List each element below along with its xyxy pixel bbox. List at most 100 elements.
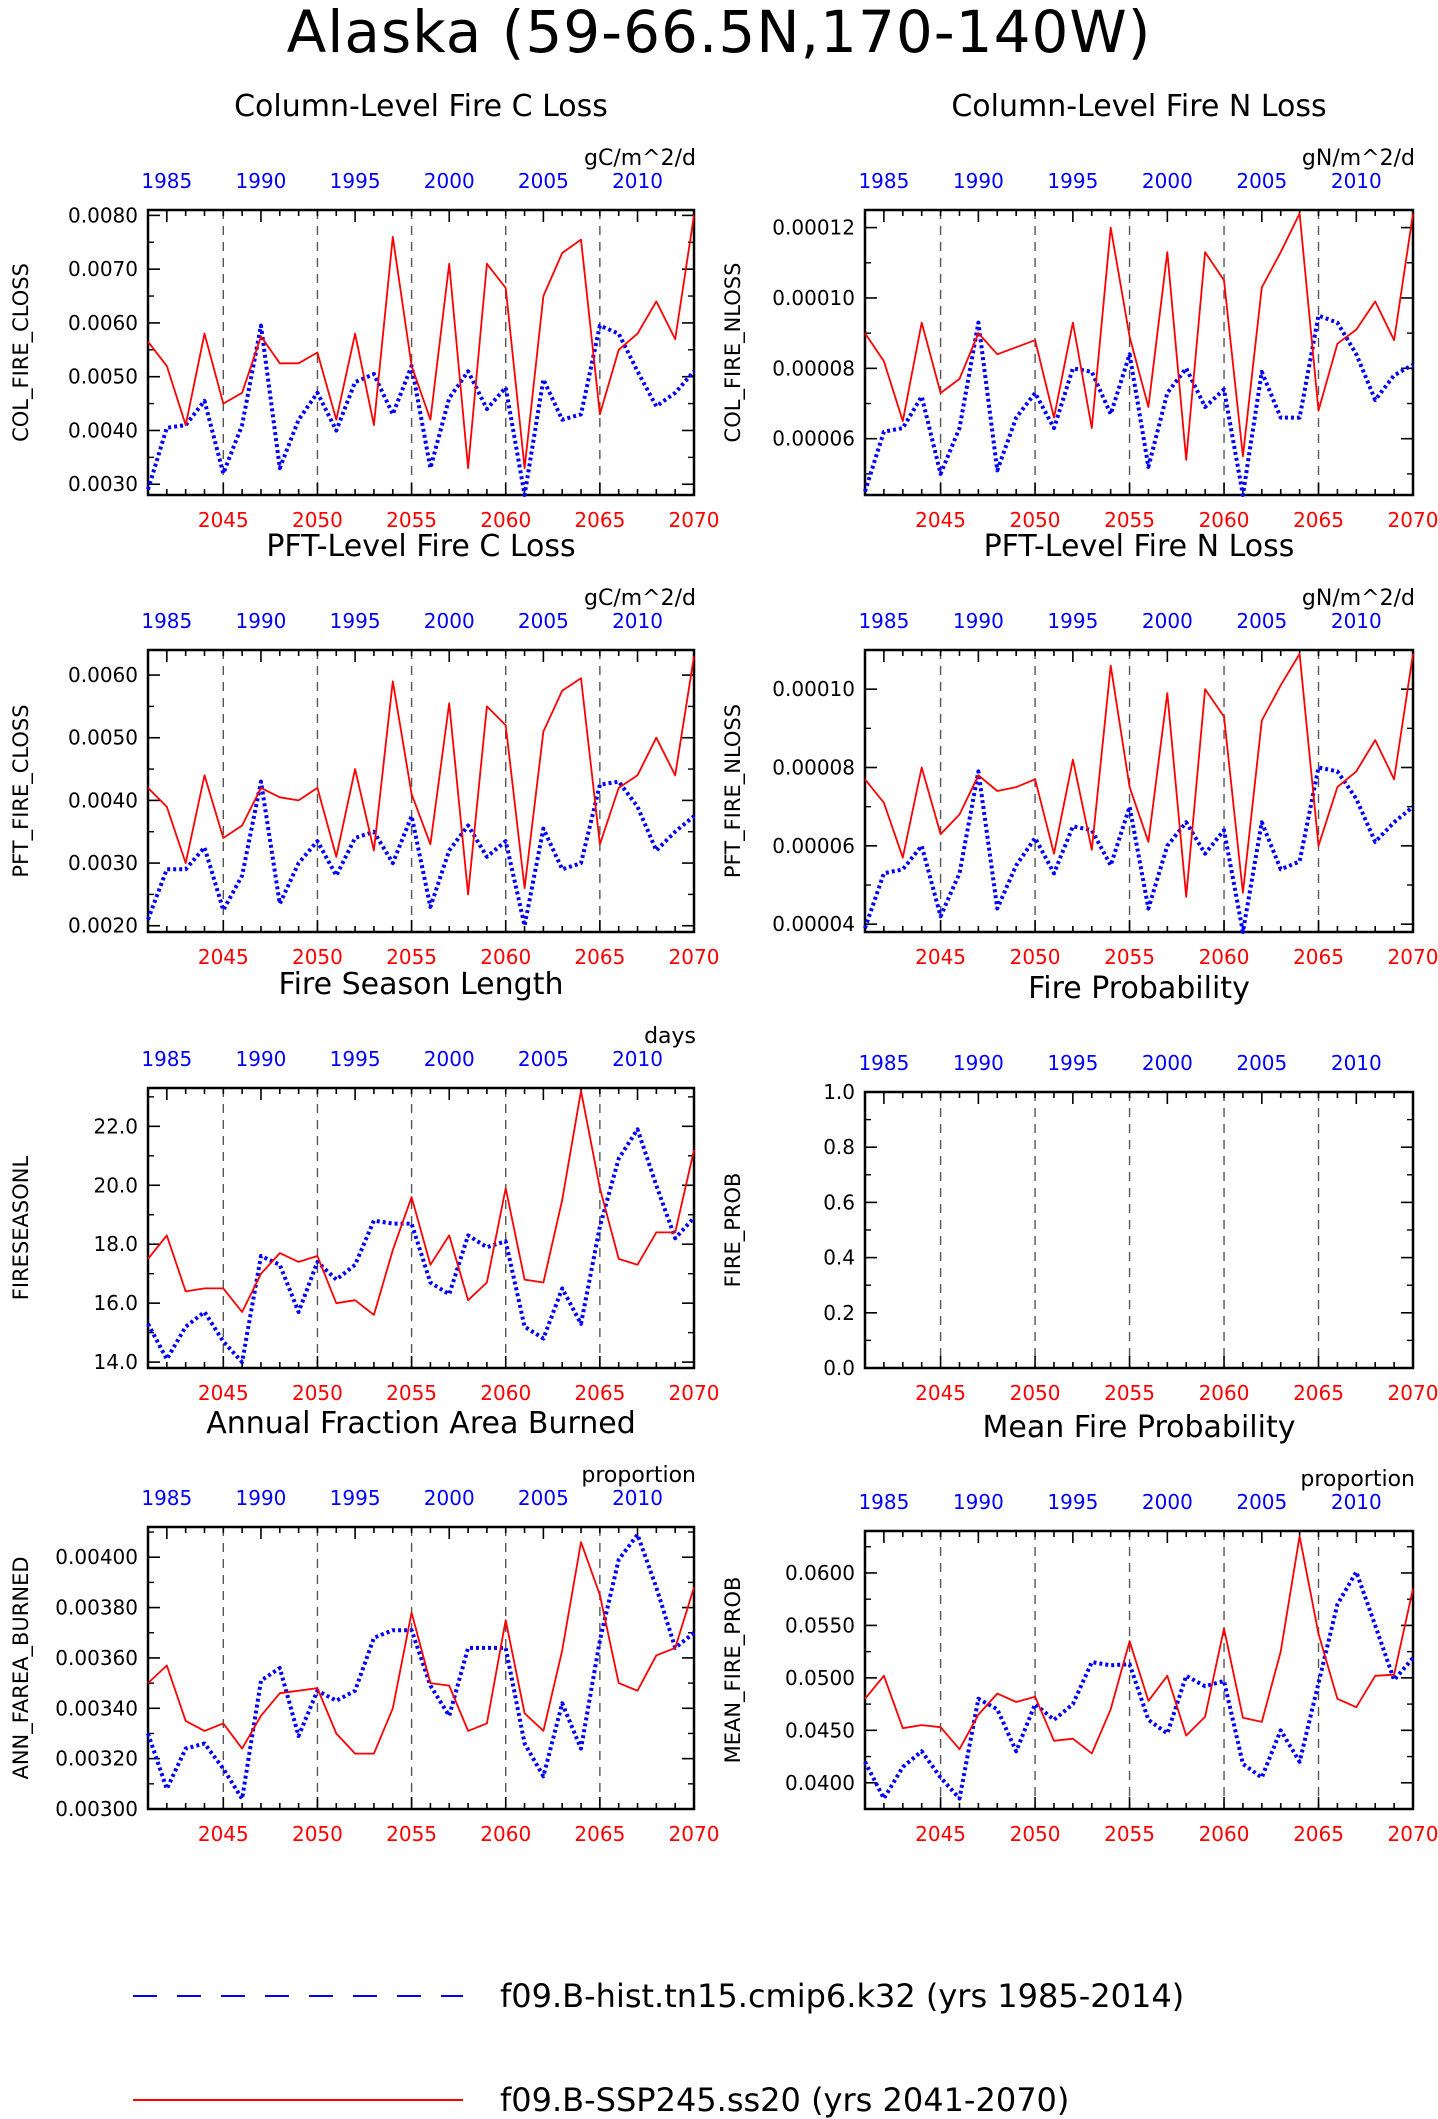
top-tick-label: 2005 [518,169,569,193]
y-tick-label: 0.2 [823,1301,855,1325]
top-tick-label: 1990 [236,609,287,633]
legend: f09.B-hist.tn15.cmip6.k32 (yrs 1985-2014… [133,1977,1184,2119]
bottom-tick-label: 2060 [480,1381,531,1405]
y-tick-label: 0.0040 [68,418,138,442]
y-tick-label: 0.0030 [68,851,138,875]
series-line-hist [146,323,696,497]
top-tick-label: 2000 [1142,1490,1193,1514]
bottom-tick-label: 2045 [198,1381,249,1405]
figure-title: Alaska (59-66.5N,170-140W) [287,0,1152,66]
top-tick-label: 1995 [330,1047,381,1071]
top-tick-label: 1985 [858,1051,909,1075]
series-line-ssp [864,212,1414,461]
bottom-tick-label: 2050 [1010,945,1061,969]
y-tick-label: 0.0 [823,1356,855,1380]
bottom-tick-label: 2045 [915,508,966,532]
series-line-hist [146,1127,696,1365]
series-line-hist [146,779,696,928]
bottom-tick-label: 2060 [480,945,531,969]
top-tick-label: 1990 [236,169,287,193]
y-axis-label: COL_FIRE_NLOSS [721,263,746,443]
top-tick-label: 1995 [1047,1490,1098,1514]
series-line-ssp [147,215,695,470]
series-line-hist [146,1532,696,1801]
y-tick-label: 20.0 [93,1173,138,1197]
top-tick-label: 1985 [858,1490,909,1514]
plot-frame [146,208,696,497]
top-tick-label: 2005 [1236,1051,1287,1075]
y-tick-label: 0.0450 [785,1718,855,1742]
series-line-ssp [864,1535,1414,1755]
y-tick-label: 0.0040 [68,788,138,812]
top-tick-label: 2010 [1331,1490,1382,1514]
bottom-tick-label: 2070 [1388,945,1438,969]
y-axis-label: PFT_FIRE_NLOSS [721,704,746,878]
y-tick-label: 0.00006 [772,834,855,858]
top-tick-label: 2005 [1236,169,1287,193]
bottom-tick-label: 2055 [386,508,437,532]
series-line-hist [863,765,1415,934]
bottom-tick-label: 2045 [198,945,249,969]
bottom-tick-label: 2065 [1293,508,1344,532]
bottom-tick-label: 2070 [669,945,720,969]
y-tick-label: 0.00008 [772,356,855,380]
panel-title: Column-Level Fire N Loss [951,89,1326,124]
bottom-tick-label: 2045 [915,945,966,969]
plot-frame [146,1525,696,1811]
y-tick-label: 0.0400 [785,1771,855,1795]
bottom-tick-label: 2050 [1010,508,1061,532]
plot-frame [863,1090,1415,1370]
top-tick-label: 1990 [236,1047,287,1071]
panel-title: Fire Season Length [279,967,564,1002]
panel-2: Column-Level Fire N Loss gN/m^2/d 2045 2050… [721,89,1438,532]
bottom-tick-label: 2060 [1199,1822,1250,1846]
top-tick-label: 2000 [424,169,475,193]
y-axis-label: COL_FIRE_CLOSS [9,263,34,442]
units-label: gN/m^2/d [1302,586,1415,611]
panel-3: PFT-Level Fire C Loss gC/m^2/d 2045 2050 205… [9,529,719,969]
units-label: proportion [1300,1467,1415,1492]
y-tick-label: 0.00400 [55,1545,138,1569]
y-tick-label: 0.00340 [55,1696,138,1720]
y-axis-label: MEAN_FIRE_PROB [721,1577,746,1764]
y-tick-label: 0.0550 [785,1613,855,1637]
y-tick-label: 14.0 [93,1350,138,1374]
bottom-tick-label: 2065 [574,1822,625,1846]
top-tick-label: 2005 [518,1047,569,1071]
y-tick-label: 0.00006 [772,427,855,451]
bottom-tick-label: 2045 [198,508,249,532]
y-tick-label: 0.0050 [68,726,138,750]
top-tick-label: 2010 [1331,609,1382,633]
panel-1: Column-Level Fire C Loss gC/m^2/d 2045 2050… [9,89,719,532]
top-tick-label: 1995 [330,609,381,633]
units-label: gC/m^2/d [584,146,696,171]
top-tick-label: 2010 [612,1486,663,1510]
top-tick-label: 2005 [518,1486,569,1510]
bottom-tick-label: 2045 [198,1822,249,1846]
y-tick-label: 0.0030 [68,472,138,496]
bottom-tick-label: 2055 [386,945,437,969]
plot-frame [146,648,696,934]
panel-6: Fire Probability 2045 2050 2055 2060 2065 2070… [721,971,1438,1405]
y-tick-label: 0.00380 [55,1596,138,1620]
top-tick-label: 2010 [1331,169,1382,193]
y-tick-label: 0.6 [823,1190,855,1214]
y-tick-label: 0.0600 [785,1561,855,1585]
top-tick-label: 1995 [330,169,381,193]
top-tick-label: 1990 [953,1490,1004,1514]
y-tick-label: 0.00010 [772,677,855,701]
top-tick-label: 1985 [141,169,192,193]
top-tick-label: 1985 [858,169,909,193]
bottom-tick-label: 2070 [669,508,720,532]
top-tick-label: 1995 [330,1486,381,1510]
legend-label: f09.B-hist.tn15.cmip6.k32 (yrs 1985-2014… [500,1977,1184,2015]
bottom-tick-label: 2060 [1199,1381,1250,1405]
series-line-ssp [147,656,695,896]
bottom-tick-label: 2055 [386,1822,437,1846]
plot-frame [863,1529,1415,1811]
y-tick-label: 1.0 [823,1080,855,1104]
bottom-tick-label: 2070 [1388,508,1438,532]
y-tick-label: 0.00360 [55,1646,138,1670]
